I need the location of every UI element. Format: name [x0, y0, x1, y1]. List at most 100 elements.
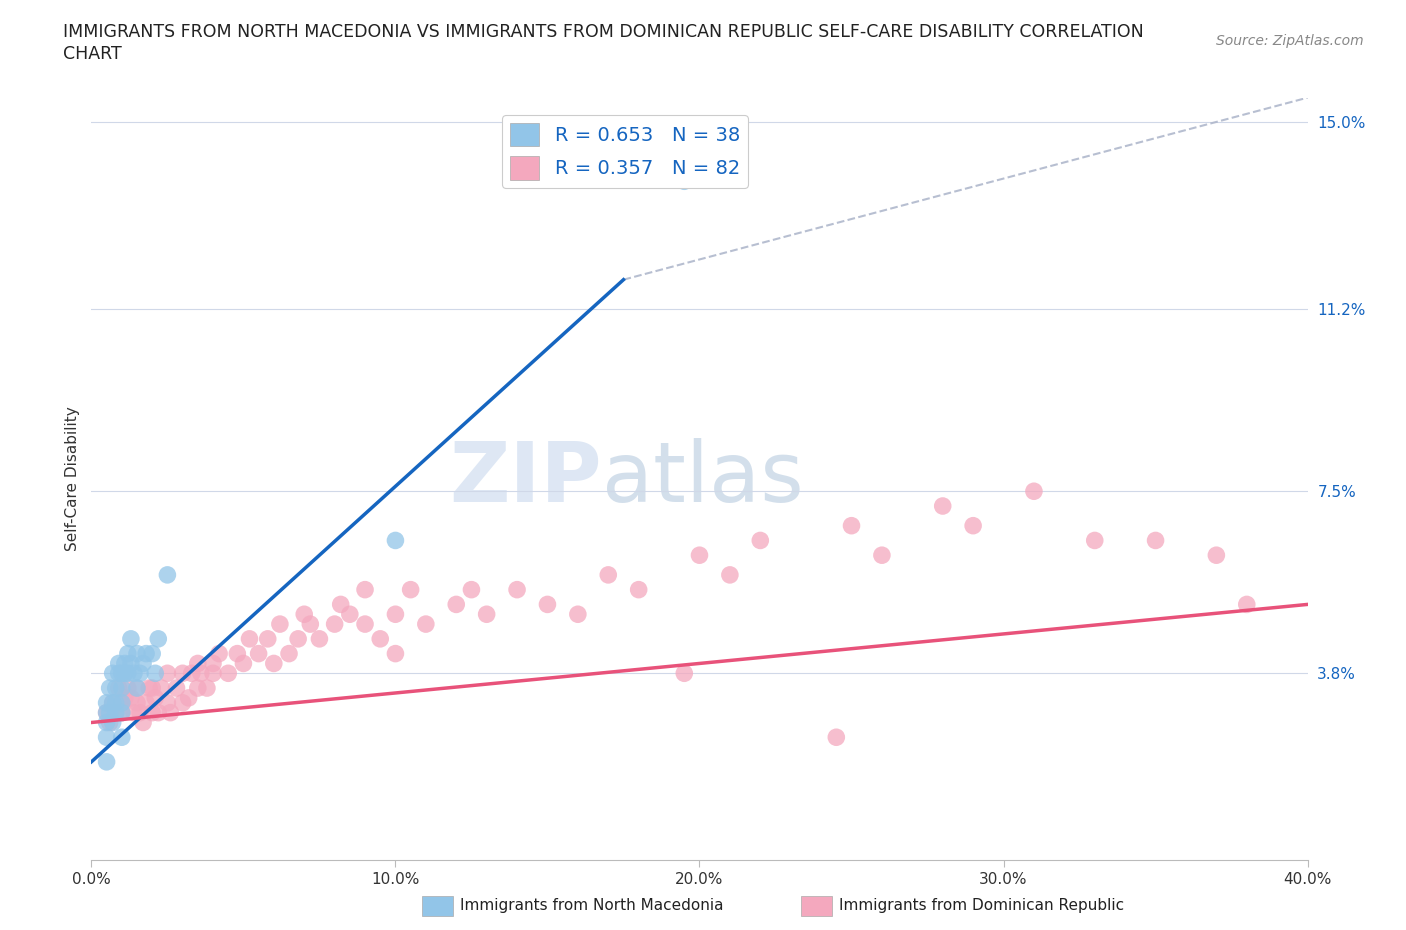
- Point: [107, 681, 129, 696]
- Point: [101, 715, 124, 730]
- Point: [132, 656, 155, 671]
- Point: [104, 681, 127, 696]
- Text: ZIP: ZIP: [450, 438, 602, 520]
- Point: [96, 730, 118, 745]
- Point: [107, 656, 129, 671]
- Point: [232, 656, 254, 671]
- Point: [263, 656, 285, 671]
- Point: [125, 681, 148, 696]
- Point: [187, 681, 209, 696]
- Legend: R = 0.653   N = 38, R = 0.357   N = 82: R = 0.653 N = 38, R = 0.357 N = 82: [502, 115, 748, 188]
- Point: [354, 582, 377, 597]
- Point: [96, 715, 118, 730]
- Point: [138, 681, 160, 696]
- Point: [96, 705, 118, 720]
- Point: [141, 705, 163, 720]
- Point: [202, 656, 225, 671]
- Point: [104, 696, 127, 711]
- Point: [101, 666, 124, 681]
- Point: [111, 696, 134, 711]
- Text: CHART: CHART: [63, 45, 122, 62]
- Point: [247, 646, 270, 661]
- Point: [339, 606, 361, 621]
- Point: [673, 666, 696, 681]
- Point: [135, 696, 157, 711]
- Point: [195, 681, 218, 696]
- Point: [1084, 533, 1107, 548]
- Point: [177, 690, 200, 705]
- Point: [120, 690, 142, 705]
- Point: [187, 656, 209, 671]
- Point: [117, 666, 139, 681]
- Point: [841, 518, 863, 533]
- Point: [156, 666, 179, 681]
- Point: [96, 754, 118, 769]
- Y-axis label: Self-Care Disability: Self-Care Disability: [65, 406, 80, 551]
- Point: [125, 696, 148, 711]
- Point: [329, 597, 352, 612]
- Point: [166, 681, 188, 696]
- Point: [384, 646, 406, 661]
- Point: [1205, 548, 1227, 563]
- Point: [114, 666, 136, 681]
- Point: [1144, 533, 1167, 548]
- Point: [299, 617, 322, 631]
- Point: [460, 582, 482, 597]
- Point: [98, 715, 121, 730]
- Point: [287, 631, 309, 646]
- Point: [718, 567, 741, 582]
- Point: [172, 666, 194, 681]
- Point: [962, 518, 984, 533]
- Point: [256, 631, 278, 646]
- Text: IMMIGRANTS FROM NORTH MACEDONIA VS IMMIGRANTS FROM DOMINICAN REPUBLIC SELF-CARE : IMMIGRANTS FROM NORTH MACEDONIA VS IMMIG…: [63, 23, 1144, 41]
- Bar: [422, 896, 453, 916]
- Point: [226, 646, 249, 661]
- Point: [208, 646, 231, 661]
- Point: [627, 582, 650, 597]
- Point: [1236, 597, 1258, 612]
- Point: [135, 646, 157, 661]
- Point: [202, 666, 225, 681]
- Point: [101, 696, 124, 711]
- Point: [148, 631, 170, 646]
- Point: [143, 690, 166, 705]
- Point: [143, 666, 166, 681]
- Point: [117, 646, 139, 661]
- Point: [141, 646, 163, 661]
- Point: [156, 696, 179, 711]
- Point: [673, 174, 696, 189]
- Point: [129, 666, 152, 681]
- Point: [688, 548, 710, 563]
- Point: [536, 597, 558, 612]
- Point: [125, 646, 148, 661]
- Point: [475, 606, 498, 621]
- Point: [104, 705, 127, 720]
- Point: [111, 730, 134, 745]
- Point: [156, 567, 179, 582]
- Point: [114, 656, 136, 671]
- Point: [132, 715, 155, 730]
- Point: [217, 666, 239, 681]
- Point: [111, 705, 134, 720]
- Point: [141, 681, 163, 696]
- Text: Immigrants from North Macedonia: Immigrants from North Macedonia: [460, 898, 723, 913]
- Point: [117, 681, 139, 696]
- Text: Immigrants from Dominican Republic: Immigrants from Dominican Republic: [839, 898, 1125, 913]
- Point: [172, 696, 194, 711]
- Point: [129, 705, 152, 720]
- Point: [111, 696, 134, 711]
- Point: [308, 631, 330, 646]
- Point: [180, 666, 202, 681]
- Point: [269, 617, 291, 631]
- Point: [323, 617, 346, 631]
- Point: [125, 681, 148, 696]
- Point: [122, 666, 145, 681]
- Point: [159, 705, 181, 720]
- Point: [120, 631, 142, 646]
- Point: [567, 606, 589, 621]
- Point: [96, 705, 118, 720]
- Point: [101, 696, 124, 711]
- Point: [384, 606, 406, 621]
- Point: [98, 705, 121, 720]
- Point: [444, 597, 467, 612]
